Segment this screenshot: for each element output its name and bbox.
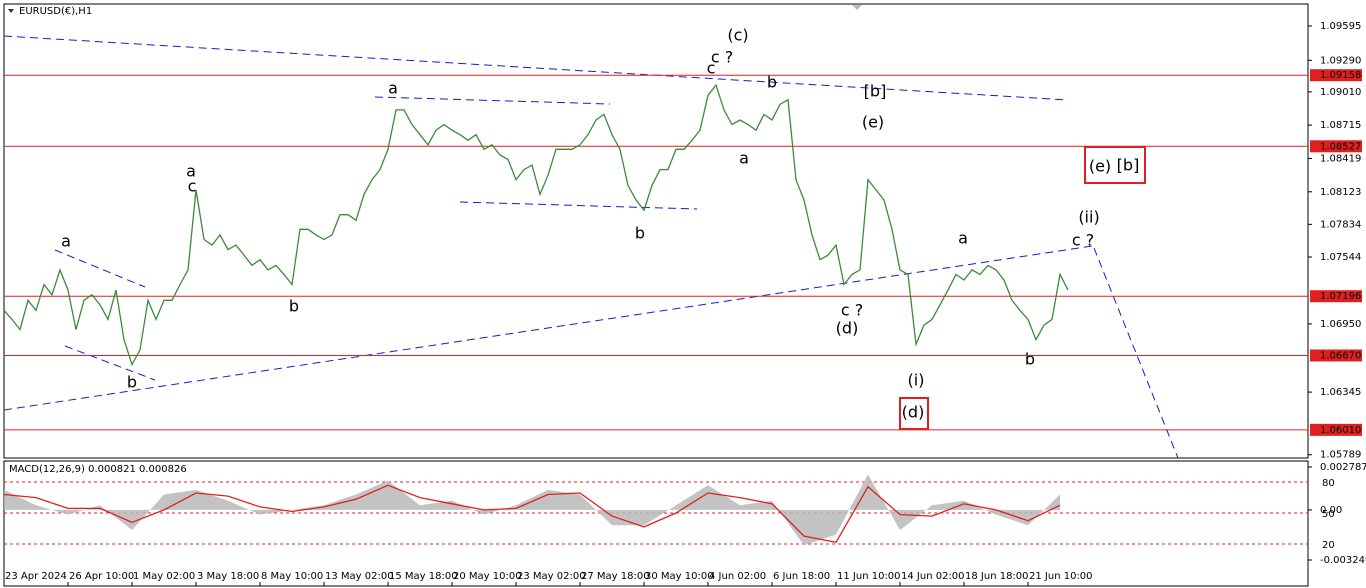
level-label: 50 [1322,509,1335,520]
annotations: (c) c ? c b [b] (e) a a a c a b b b c ? … [61,26,1139,422]
price-tag [1310,349,1362,362]
wave-label: b [767,73,777,92]
wave-label: (c) [727,26,748,45]
price-tag [1310,69,1362,82]
trendline [64,345,156,381]
wave-label: b [289,297,299,316]
wave-label: a [388,79,398,98]
x-tick-label: 1 May 02:00 [133,571,195,582]
wave-label: a [739,149,749,168]
y-tick-label: 1.05789 [1320,450,1361,461]
price-tag-label: 1.06010 [1320,425,1361,436]
macd-title: MACD(12,26,9) 0.000821 0.000826 [9,464,187,475]
wave-label: (i) [908,371,925,390]
price-tag-label: 1.08527 [1320,141,1361,152]
wave-label: (e) [1089,157,1111,176]
price-tag [1310,423,1362,436]
x-tick-label: 15 May 18:00 [389,571,458,582]
y-tick-label: 1.06950 [1320,319,1361,330]
wave-label: a [61,232,71,251]
wave-label: (e) [862,113,884,132]
box [1084,146,1146,184]
trendline [3,35,1069,101]
menu-arrow[interactable] [8,9,14,13]
wave-label: b [635,224,645,243]
x-tick-label: 4 Jun 02:00 [709,571,766,582]
x-tick-label: 26 Apr 10:00 [69,571,134,582]
price-tag-label: 1.09158 [1320,70,1361,81]
wave-label: [b] [864,82,887,101]
trendline [459,201,698,210]
y-tick-label: 1.08715 [1320,120,1361,131]
level-label: 80 [1322,478,1335,489]
x-tick-label: 14 Jun 02:00 [901,571,965,582]
wave-label: c [707,59,716,78]
signal-line [3,484,1061,544]
wave-label: c ? [841,301,863,320]
x-tick-label: 6 Jun 18:00 [773,571,830,582]
wave-label: c ? [711,48,733,67]
y-tick-label: -0.003249 [1320,555,1366,566]
x-tick-label: 13 May 02:00 [325,571,394,582]
y-tick-label: 0.002787 [1320,462,1366,473]
y-tick-label: 1.09010 [1320,87,1361,98]
price-panel [3,3,1309,459]
wave-label: b [127,373,137,392]
box [899,397,929,430]
wave-label: a [958,229,968,248]
trendline [1093,247,1179,459]
y-tick-label: 1.08123 [1320,187,1361,198]
macd-panel [3,460,1309,587]
wave-label: (d) [836,319,859,338]
x-tick-label: 23 Apr 2024 [5,571,67,582]
price-tag-label: 1.07196 [1320,291,1361,302]
x-tick-label: 21 Jun 10:00 [1029,571,1093,582]
wave-label: c ? [1072,231,1094,250]
shift-marker [852,5,862,10]
price-tag-label: 1.06670 [1320,350,1361,361]
y-tick-label: 1.08419 [1320,153,1361,164]
x-tick-label: 18 Jun 18:00 [965,571,1029,582]
trendline [374,96,611,105]
x-tick-label: 20 May 10:00 [453,571,522,582]
price-line [3,83,1069,367]
x-tick-label: 3 May 18:00 [197,571,259,582]
y-tick-label: 1.09595 [1320,21,1361,32]
y-tick-label: 1.07544 [1320,252,1361,263]
x-tick-label: 8 May 10:00 [261,571,323,582]
y-tick-label: 1.09290 [1320,55,1361,66]
level-label: 20 [1322,540,1335,551]
price-tag [1310,140,1362,153]
wave-label: (ii) [1078,208,1099,227]
x-tick-label: 27 May 18:00 [581,571,650,582]
trendline [3,245,1093,411]
y-tick-label: 0.00 [1320,505,1342,516]
price-tag [1310,290,1362,303]
trendline [54,249,146,288]
y-tick-label: 1.06345 [1320,387,1361,398]
wave-label: c [188,177,197,196]
wave-label: b [1025,350,1035,369]
wave-label: a [186,162,196,181]
wave-label: [b] [1117,156,1140,175]
y-tick-label: 1.07834 [1320,219,1361,230]
x-tick-label: 30 May 10:00 [645,571,714,582]
x-tick-label: 23 May 02:00 [517,571,586,582]
x-tick-label: 11 Jun 10:00 [837,571,901,582]
symbol-label: EURUSD(€),H1 [19,6,92,17]
wave-label: (d) [902,403,925,422]
